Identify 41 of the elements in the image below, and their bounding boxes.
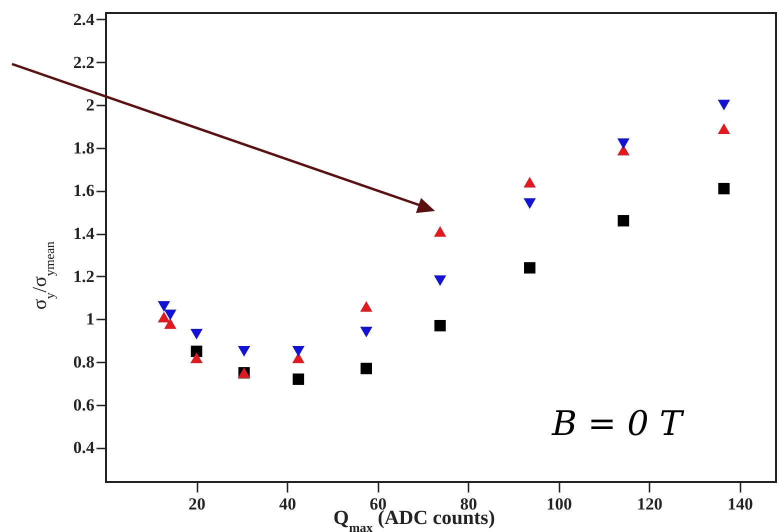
x-tick-label: 140 <box>728 494 754 514</box>
point <box>190 328 203 340</box>
x-tick-label: 120 <box>636 494 662 514</box>
x-tick-label: 40 <box>279 494 296 514</box>
point <box>524 198 536 209</box>
y-tick-label: 0.8 <box>73 352 94 372</box>
x-tick-label: 80 <box>460 494 478 514</box>
point <box>164 318 176 329</box>
y-tick-label: 1.4 <box>73 224 95 244</box>
point <box>618 215 630 226</box>
y-tick-label: 1.2 <box>73 266 94 286</box>
y-tick-label: 2.4 <box>73 10 95 29</box>
y-tick-label: 0.4 <box>73 438 95 458</box>
point <box>434 275 446 286</box>
point <box>360 301 372 312</box>
x-tick-label: 20 <box>188 494 206 514</box>
point <box>718 182 730 194</box>
point <box>524 176 536 188</box>
point <box>434 320 446 332</box>
y-tick-label: 1 <box>86 310 94 329</box>
point <box>360 326 372 338</box>
point <box>718 123 730 134</box>
x-tick-label: 100 <box>546 494 572 514</box>
point <box>617 138 630 149</box>
point <box>158 301 170 312</box>
annotation: B = 0 T <box>552 404 682 444</box>
point <box>292 374 304 385</box>
point <box>190 352 203 364</box>
point <box>158 312 170 322</box>
y-tick-label: 0.6 <box>73 395 94 414</box>
point <box>718 100 730 110</box>
y-tick-label: 2 <box>86 96 94 115</box>
point <box>434 226 446 237</box>
y-tick-label: 1.8 <box>73 138 94 158</box>
y-tick-label: 1.6 <box>73 181 94 200</box>
point <box>164 310 176 320</box>
point <box>238 346 250 357</box>
point <box>292 346 305 357</box>
y-tick-label: 2.2 <box>73 52 94 72</box>
point <box>360 362 372 374</box>
point <box>524 262 536 274</box>
